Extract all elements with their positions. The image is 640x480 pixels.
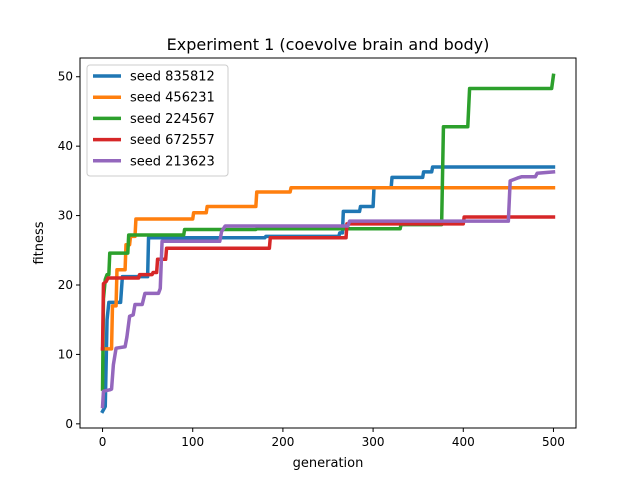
y-tick-label: 50 (58, 70, 73, 84)
x-axis: 0 100 200 300 400 500 (99, 428, 565, 449)
chart-title: Experiment 1 (coevolve brain and body) (167, 35, 490, 54)
x-tick-label: 300 (362, 435, 385, 449)
x-tick-label: 0 (99, 435, 107, 449)
legend-label: seed 835812 (130, 70, 215, 85)
x-tick-label: 200 (271, 435, 294, 449)
legend: seed 835812 seed 456231 seed 224567 seed 67… (86, 64, 229, 177)
legend-label: seed 456231 (130, 91, 215, 106)
legend-label: seed 213623 (130, 154, 215, 169)
y-tick-label: 10 (58, 347, 73, 361)
axes-frame (79, 57, 577, 429)
legend-label: seed 672557 (130, 133, 215, 148)
y-tick-label: 40 (58, 139, 73, 153)
x-tick-label: 100 (181, 435, 204, 449)
series-line-2 (100, 186, 556, 351)
y-tick-label: 30 (58, 209, 73, 223)
y-axis: 0 10 20 30 40 50 (58, 70, 80, 431)
x-tick-label: 400 (452, 435, 475, 449)
y-axis-label: fitness (32, 221, 47, 264)
x-axis-label: generation (293, 456, 364, 471)
y-tick-label: 0 (65, 417, 73, 431)
plot-area (100, 73, 556, 414)
series-line-5 (100, 169, 556, 409)
series-line-3 (100, 73, 556, 391)
y-tick-label: 20 (58, 278, 73, 292)
legend-box (86, 64, 229, 177)
series-line-1 (100, 165, 556, 414)
x-tick-label: 500 (542, 435, 565, 449)
legend-label: seed 224567 (130, 112, 215, 127)
